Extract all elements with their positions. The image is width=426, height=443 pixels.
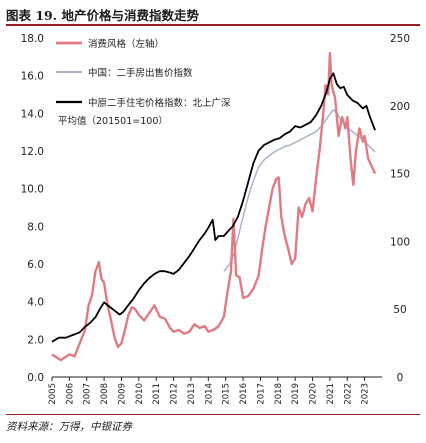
x-tick-label: 2007 [83, 383, 93, 405]
figure-title: 图表 19. 地产价格与消费指数走势 [6, 8, 199, 23]
x-tick-label: 2018 [274, 383, 284, 405]
x-tick-label: 2011 [152, 383, 162, 405]
source-note: 资料来源：万得，中银证券 [6, 421, 132, 433]
y-left-tick-label: 6.0 [27, 259, 44, 271]
x-tick-label: 2019 [291, 383, 301, 405]
series-line-cr_index [51, 72, 376, 343]
source-rule [6, 414, 420, 415]
x-tick-label: 2013 [187, 383, 197, 405]
y-left-tick-label: 16.0 [21, 71, 44, 83]
y-left-tick-label: 14.0 [21, 108, 44, 120]
legend-label-secondhand_sales: 中国：二手房出售价指数 [88, 67, 193, 79]
legend: 消费风格（左轴） 中国：二手房出售价指数中原二手住宅价格指数：北上广深平均值（20… [56, 38, 231, 127]
y-left-tick-label: 2.0 [27, 334, 44, 346]
legend-label-consumption: 消费风格（左轴） [88, 38, 164, 50]
x-tick-label: 2005 [48, 383, 58, 405]
x-tick-label: 2022 [343, 383, 353, 405]
y-left-tick-label: 10.0 [21, 184, 44, 196]
legend-label-cr_index: 中原二手住宅价格指数：北上广深平均值（201501=100） [58, 97, 231, 127]
series-layer [51, 51, 377, 362]
line-chart: 0.0 2.0 4.0 6.0 8.0 10.0 12.0 14.0 16.0 18.0 0 50 10… [21, 33, 410, 405]
x-tick-label: 2006 [65, 383, 75, 405]
series-line-consumption [51, 51, 377, 362]
y-left-tick-label: 8.0 [27, 221, 44, 233]
x-tick-label: 2021 [326, 383, 336, 405]
axes-layer: 0.0 2.0 4.0 6.0 8.0 10.0 12.0 14.0 16.0 18.0 0 50 10… [21, 33, 410, 405]
y-right-tick-label: 50 [393, 304, 406, 316]
x-tick-label: 2009 [117, 383, 127, 405]
x-tick-label: 2014 [204, 383, 214, 405]
x-tick-label: 2010 [135, 383, 145, 405]
y-right-tick-label: 0 [397, 372, 404, 384]
y-right-tick-label: 200 [390, 101, 410, 113]
x-tick-label: 2012 [170, 383, 180, 405]
x-tick-label: 2015 [222, 383, 232, 405]
x-tick-label: 2023 [361, 383, 371, 405]
x-tick-label: 2016 [239, 383, 249, 405]
y-right-tick-label: 150 [390, 169, 410, 181]
x-tick-label: 2020 [309, 383, 319, 405]
y-left-tick-label: 0.0 [27, 372, 44, 384]
y-left-tick-label: 12.0 [21, 146, 44, 158]
y-left-tick-label: 4.0 [27, 297, 44, 309]
y-right-tick-label: 250 [390, 33, 410, 45]
title-rule [6, 24, 420, 26]
y-left-tick-label: 18.0 [21, 33, 44, 45]
y-right-tick-label: 100 [390, 236, 410, 248]
x-tick-label: 2008 [100, 383, 110, 405]
x-tick-label: 2017 [256, 383, 266, 405]
